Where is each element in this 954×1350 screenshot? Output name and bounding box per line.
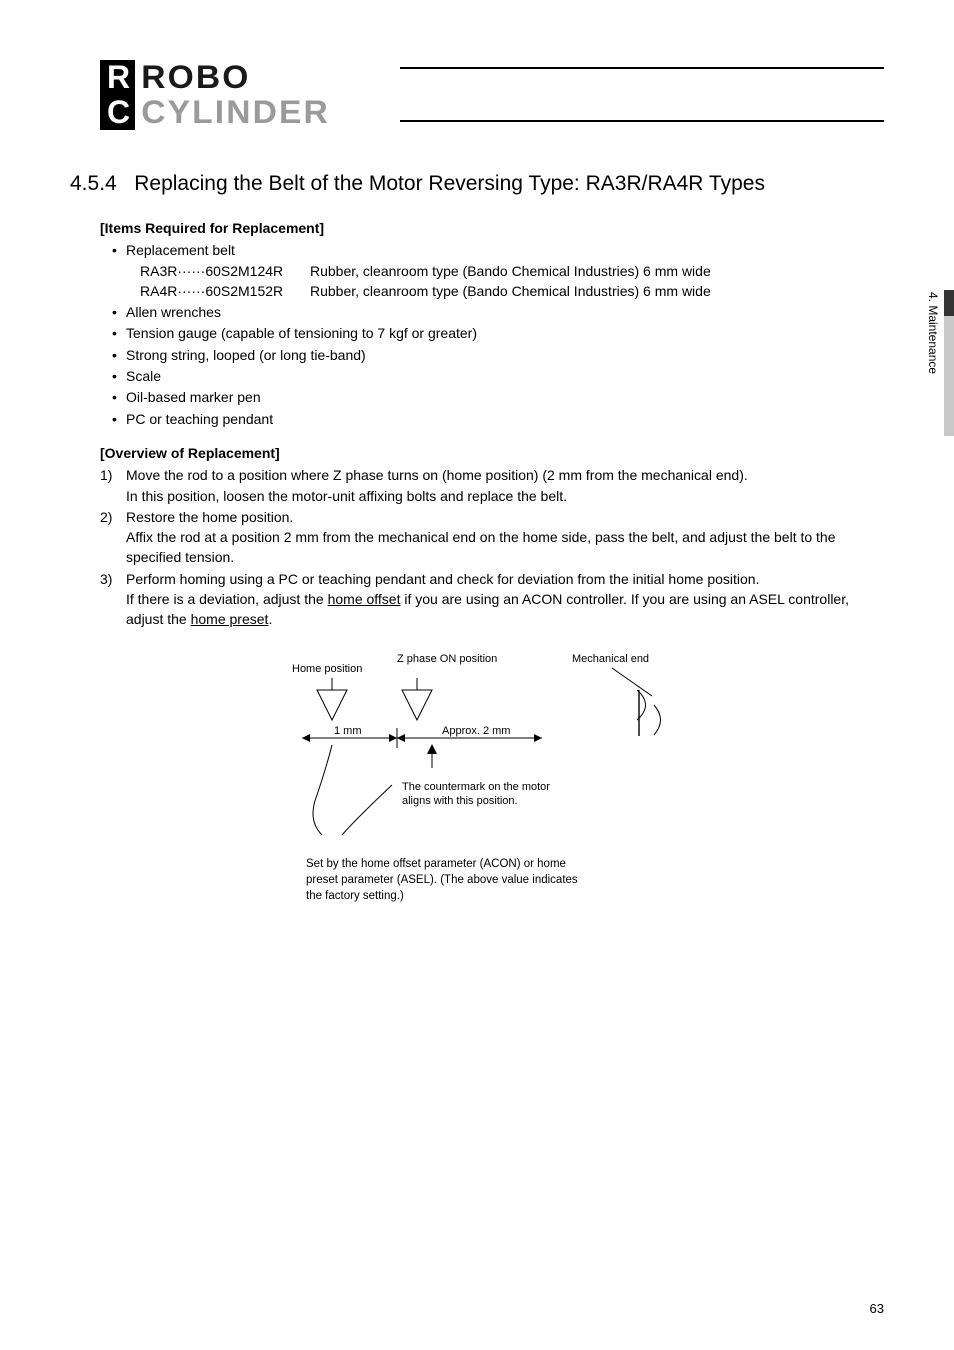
diag-countermark-2: aligns with this position. <box>402 795 518 807</box>
diagram-svg: Home position Z phase ON position Mechan… <box>282 650 702 850</box>
step-3-line-1: Perform homing using a PC or teaching pe… <box>126 571 759 587</box>
belt-model-ra3r: RA3R······60S2M124R <box>140 261 310 281</box>
section-title: Replacing the Belt of the Motor Reversin… <box>134 172 765 195</box>
step-1-num: 1) <box>100 465 112 485</box>
body-content: [Items Required for Replacement] Replace… <box>100 218 884 904</box>
item-scale: Scale <box>112 366 884 386</box>
belt-row-ra4r: RA4R······60S2M152R Rubber, cleanroom ty… <box>140 281 884 301</box>
items-required-list: Replacement belt RA3R······60S2M124R Rub… <box>100 240 884 429</box>
diagram: Home position Z phase ON position Mechan… <box>282 650 702 904</box>
diag-countermark-1: The countermark on the motor <box>402 781 550 793</box>
step-2-line-2: Affix the rod at a position 2 mm from th… <box>126 529 836 565</box>
item-marker: Oil-based marker pen <box>112 387 884 407</box>
side-tab-label: 4. Maintenance <box>926 292 940 374</box>
diagram-caption: Set by the home offset parameter (ACON) … <box>282 856 702 904</box>
logo: R ROBO C CYLINDER <box>100 60 400 130</box>
header: R ROBO C CYLINDER <box>100 60 884 132</box>
diagram-caption-1: Set by the home offset parameter (ACON) … <box>306 858 566 870</box>
step-1-line-2: In this position, loosen the motor-unit … <box>126 488 567 504</box>
step-3-underline-2: home preset <box>191 611 269 627</box>
diag-zphase-label-1: Z phase ON position <box>397 653 497 665</box>
step-3-tail-pre: If there is a deviation, adjust the <box>126 591 328 607</box>
diagram-wrap: Home position Z phase ON position Mechan… <box>100 650 884 904</box>
diag-approx-2mm: Approx. 2 mm <box>442 725 510 737</box>
side-tab-light <box>944 316 954 436</box>
page-number: 63 <box>870 1301 884 1316</box>
section-heading: 4.5.4 Replacing the Belt of the Motor Re… <box>70 172 884 196</box>
step-3-underline-1: home offset <box>328 591 401 607</box>
logo-row-1: R ROBO <box>100 60 400 95</box>
step-3-tail-post: . <box>268 611 272 627</box>
belt-desc-ra4r: Rubber, cleanroom type (Bando Chemical I… <box>310 281 711 301</box>
item-belt-label: Replacement belt <box>126 242 235 258</box>
diagram-caption-2: preset parameter (ASEL). (The above valu… <box>306 874 578 886</box>
diag-mechend-label: Mechanical end <box>572 653 649 665</box>
step-3-num: 3) <box>100 569 112 589</box>
diagram-caption-3: the factory setting.) <box>306 890 404 902</box>
item-allen: Allen wrenches <box>112 302 884 322</box>
logo-text-cylinder: CYLINDER <box>135 94 330 131</box>
section-number: 4.5.4 <box>70 172 117 195</box>
item-tension-gauge: Tension gauge (capable of tensioning to … <box>112 323 884 343</box>
overview-steps: 1) Move the rod to a position where Z ph… <box>100 465 884 629</box>
step-1: 1) Move the rod to a position where Z ph… <box>100 465 884 506</box>
logo-c-icon: C <box>100 95 135 130</box>
diag-home-label: Home position <box>292 663 362 675</box>
logo-r-icon: R <box>100 60 135 95</box>
overview-heading: [Overview of Replacement] <box>100 443 884 463</box>
belt-model-ra4r: RA4R······60S2M152R <box>140 281 310 301</box>
page: R ROBO C CYLINDER 4.5.4 Replacing the Be… <box>0 0 954 1350</box>
item-string: Strong string, looped (or long tie-band) <box>112 345 884 365</box>
side-tab-dark <box>944 290 954 316</box>
belt-desc-ra3r: Rubber, cleanroom type (Bando Chemical I… <box>310 261 711 281</box>
logo-row-2: C CYLINDER <box>100 95 400 130</box>
step-1-line-1: Move the rod to a position where Z phase… <box>126 467 748 483</box>
belt-sublist: RA3R······60S2M124R Rubber, cleanroom ty… <box>126 261 884 302</box>
item-pc-pendant: PC or teaching pendant <box>112 409 884 429</box>
belt-row-ra3r: RA3R······60S2M124R Rubber, cleanroom ty… <box>140 261 884 281</box>
items-required-heading: [Items Required for Replacement] <box>100 218 884 238</box>
step-2-num: 2) <box>100 507 112 527</box>
logo-text-robo: ROBO <box>135 59 251 96</box>
step-2-line-1: Restore the home position. <box>126 509 293 525</box>
item-replacement-belt: Replacement belt RA3R······60S2M124R Rub… <box>112 240 884 301</box>
diag-1mm: 1 mm <box>334 725 362 737</box>
step-3: 3) Perform homing using a PC or teaching… <box>100 569 884 630</box>
step-2: 2) Restore the home position. Affix the … <box>100 507 884 568</box>
